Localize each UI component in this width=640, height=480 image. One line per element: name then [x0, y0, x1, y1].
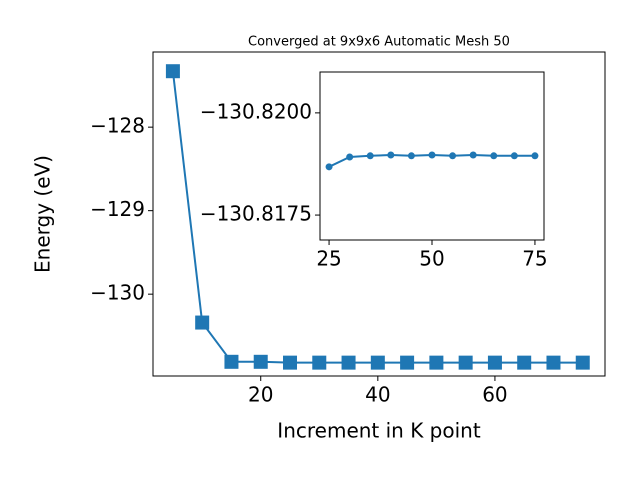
marker [428, 151, 436, 159]
marker [283, 355, 298, 370]
x-tick-label: 50 [419, 247, 444, 271]
marker [458, 355, 473, 370]
marker [341, 355, 356, 370]
x-tick-label: 25 [316, 247, 341, 271]
marker [429, 355, 444, 370]
x-tick-label: 20 [248, 383, 273, 407]
y-tick-label: −130.8200 [200, 99, 312, 123]
marker [370, 355, 385, 370]
marker [346, 153, 354, 161]
marker [546, 355, 561, 370]
y-tick-label: −130.8175 [200, 202, 312, 226]
marker [325, 163, 333, 171]
marker [253, 354, 268, 369]
marker [517, 355, 532, 370]
marker [224, 354, 239, 369]
marker [387, 151, 395, 159]
marker [165, 64, 180, 79]
marker [531, 152, 539, 160]
marker [575, 355, 590, 370]
x-tick-label: 40 [365, 383, 390, 407]
chart-title: Converged at 9x9x6 Automatic Mesh 50 [248, 35, 510, 50]
marker [490, 152, 498, 160]
y-tick-label: −130 [90, 281, 145, 305]
marker [312, 355, 327, 370]
marker [366, 152, 374, 160]
marker [487, 355, 502, 370]
y-axis-label: Energy (eV) [31, 155, 55, 273]
marker [469, 151, 477, 159]
marker [407, 152, 415, 160]
x-tick-label: 75 [522, 247, 547, 271]
marker [449, 152, 457, 160]
y-tick-label: −129 [90, 197, 145, 221]
y-tick-label: −128 [90, 114, 145, 138]
x-tick-label: 60 [482, 383, 507, 407]
x-axis-label: Increment in K point [277, 419, 481, 443]
marker [400, 355, 415, 370]
marker [195, 315, 210, 330]
marker [510, 152, 518, 160]
